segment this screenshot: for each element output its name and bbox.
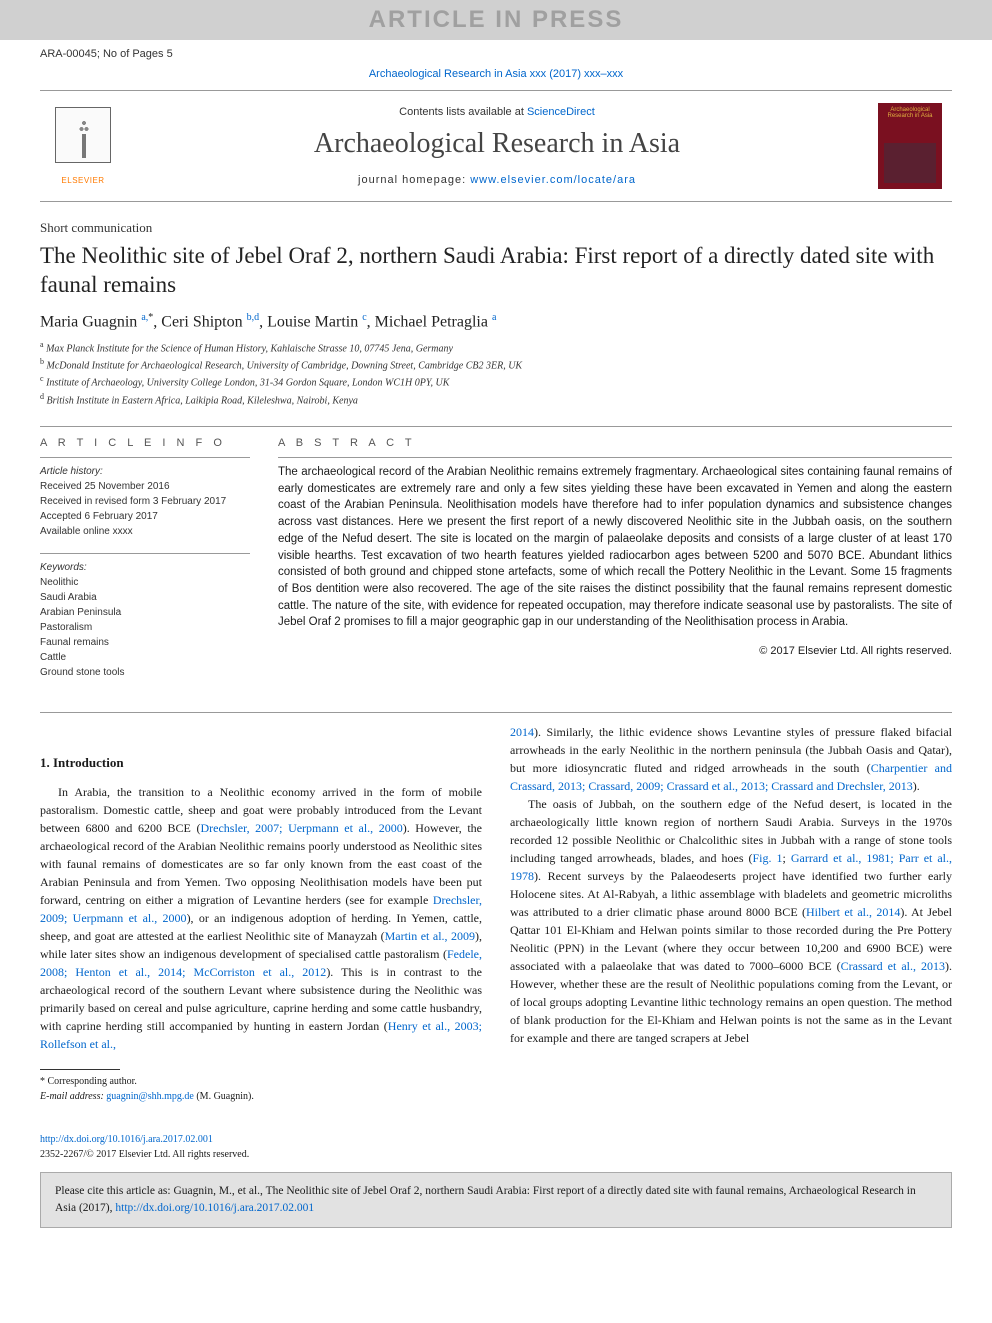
author: , Michael Petraglia [367, 313, 492, 330]
history-item: Available online xxxx [40, 524, 250, 539]
figure-link[interactable]: Fig. 1 [753, 851, 783, 865]
keyword: Cattle [40, 650, 250, 665]
body-two-columns: 1. Introduction In Arabia, the transitio… [40, 723, 952, 1104]
contents-prefix: Contents lists available at [399, 106, 527, 118]
footnote-text: Corresponding author. [45, 1076, 137, 1087]
keyword: Ground stone tools [40, 665, 250, 680]
paragraph: In Arabia, the transition to a Neolithic… [40, 783, 482, 1053]
author-aff-sup: a [492, 312, 496, 323]
email-who: (M. Guagnin). [194, 1091, 254, 1102]
citation-box: Please cite this article as: Guagnin, M.… [40, 1172, 952, 1229]
divider [40, 712, 952, 713]
article-title: The Neolithic site of Jebel Oraf 2, nort… [40, 242, 952, 300]
article-info-column: a r t i c l e i n f o Article history: R… [40, 437, 250, 694]
elsevier-tree-icon [55, 107, 111, 163]
affiliation: b McDonald Institute for Archaeological … [40, 356, 952, 373]
masthead-center: Contents lists available at ScienceDirec… [132, 106, 862, 186]
affiliation: a Max Planck Institute for the Science o… [40, 339, 952, 356]
watermark-banner: ARTICLE IN PRESS [0, 0, 992, 40]
article-type: Short communication [40, 220, 952, 236]
issn-copyright: 2352-2267/© 2017 Elsevier Ltd. All right… [40, 1149, 249, 1160]
top-bar: ARA-00045; No of Pages 5 [0, 40, 992, 64]
citation-link[interactable]: Hilbert et al., 2014 [806, 905, 900, 919]
manuscript-id: ARA-00045; No of Pages 5 [40, 48, 173, 60]
contents-list-line: Contents lists available at ScienceDirec… [132, 106, 862, 118]
info-abstract-row: a r t i c l e i n f o Article history: R… [40, 437, 952, 694]
email-label: E-mail address: [40, 1091, 106, 1102]
doi-block: http://dx.doi.org/10.1016/j.ara.2017.02.… [40, 1132, 952, 1162]
doi-link[interactable]: http://dx.doi.org/10.1016/j.ara.2017.02.… [40, 1134, 213, 1145]
article-info-heading: a r t i c l e i n f o [40, 437, 250, 449]
history-item: Received 25 November 2016 [40, 479, 250, 494]
homepage-link[interactable]: www.elsevier.com/locate/ara [470, 174, 636, 186]
aff-text: McDonald Institute for Archaeological Re… [44, 360, 522, 371]
journal-cover-thumb: Archaeological Research in Asia [878, 103, 942, 189]
corresponding-author-footnote: * Corresponding author. E-mail address: … [40, 1074, 482, 1104]
aff-text: British Institute in Eastern Africa, Lai… [44, 395, 358, 406]
masthead: ELSEVIER Contents lists available at Sci… [40, 90, 952, 202]
journal-name: Archaeological Research in Asia [132, 128, 862, 160]
cover-label: Archaeological Research in Asia [887, 107, 932, 119]
keywords-label: Keywords: [40, 560, 250, 575]
affiliation: c Institute of Archaeology, University C… [40, 373, 952, 390]
section-heading: 1. Introduction [40, 753, 482, 773]
keyword: Saudi Arabia [40, 590, 250, 605]
elsevier-label: ELSEVIER [61, 176, 104, 185]
elsevier-logo: ELSEVIER [50, 107, 116, 185]
abstract-copyright: © 2017 Elsevier Ltd. All rights reserved… [278, 645, 952, 657]
journal-reference-line: Archaeological Research in Asia xxx (201… [0, 64, 992, 90]
homepage-line: journal homepage: www.elsevier.com/locat… [132, 174, 862, 186]
affiliations: a Max Planck Institute for the Science o… [40, 339, 952, 408]
homepage-prefix: journal homepage: [358, 174, 470, 186]
journal-ref-link[interactable]: Archaeological Research in Asia xxx (201… [369, 68, 623, 80]
keyword: Pastoralism [40, 620, 250, 635]
author: , Louise Martin [259, 313, 362, 330]
divider [40, 426, 952, 427]
aff-text: Institute of Archaeology, University Col… [44, 378, 450, 389]
paragraph: 2014). Similarly, the lithic evidence sh… [510, 723, 952, 795]
history-label: Article history: [40, 464, 250, 479]
email-link[interactable]: guagnin@shh.mpg.de [106, 1091, 194, 1102]
abstract-column: a b s t r a c t The archaeological recor… [278, 437, 952, 694]
paragraph: The oasis of Jubbah, on the southern edg… [510, 795, 952, 1047]
article-history-block: Article history: Received 25 November 20… [40, 457, 250, 539]
citation-link[interactable]: Drechsler, 2007; Uerpmann et al., 2000 [200, 821, 402, 835]
affiliation: d British Institute in Eastern Africa, L… [40, 391, 952, 408]
history-item: Accepted 6 February 2017 [40, 509, 250, 524]
author: , Ceri Shipton [153, 313, 246, 330]
keyword: Faunal remains [40, 635, 250, 650]
footnote-rule [40, 1069, 120, 1070]
keywords-block: Keywords: Neolithic Saudi Arabia Arabian… [40, 553, 250, 680]
citation-link[interactable]: 2014 [510, 725, 534, 739]
cite-doi-link[interactable]: http://dx.doi.org/10.1016/j.ara.2017.02.… [115, 1202, 314, 1214]
author: Maria Guagnin [40, 313, 141, 330]
body-text: ). [913, 779, 920, 793]
aff-text: Max Planck Institute for the Science of … [44, 343, 453, 354]
sciencedirect-link[interactable]: ScienceDirect [527, 106, 595, 118]
body-text: ; [783, 851, 791, 865]
abstract-text: The archaeological record of the Arabian… [278, 457, 952, 631]
keyword: Arabian Peninsula [40, 605, 250, 620]
citation-link[interactable]: Martin et al., 2009 [385, 929, 475, 943]
abstract-heading: a b s t r a c t [278, 437, 952, 449]
author-aff-sup: b,d [247, 312, 260, 323]
authors-line: Maria Guagnin a,*, Ceri Shipton b,d, Lou… [40, 312, 952, 331]
history-item: Received in revised form 3 February 2017 [40, 494, 250, 509]
citation-link[interactable]: Crassard et al., 2013 [841, 959, 945, 973]
keyword: Neolithic [40, 575, 250, 590]
